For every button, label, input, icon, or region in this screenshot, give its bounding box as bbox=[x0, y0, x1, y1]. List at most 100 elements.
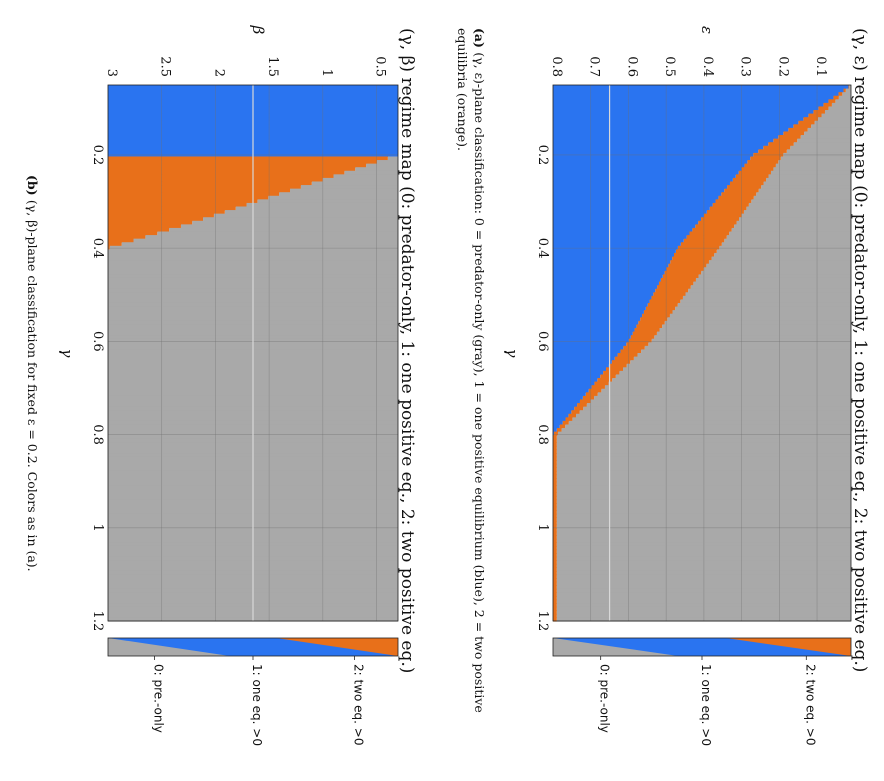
heatmap-cell-blue bbox=[553, 277, 661, 283]
heatmap-cell-gray bbox=[180, 224, 398, 229]
heatmap-cell-orange bbox=[556, 428, 562, 433]
heatmap-cell-blue bbox=[553, 399, 580, 404]
heatmap-cell-orange bbox=[634, 327, 660, 333]
colorbar-label: 2: two eq. >0 bbox=[352, 664, 366, 746]
heatmap-cell-blue bbox=[553, 124, 794, 129]
heatmap-cell-blue bbox=[553, 367, 606, 372]
colorbar-label: 1: one eq. >0 bbox=[699, 664, 713, 746]
heatmap-cell-orange bbox=[706, 210, 744, 215]
heatmap-cell-gray bbox=[695, 277, 851, 283]
heatmap-cell-gray bbox=[615, 374, 851, 379]
heatmap-cell-orange bbox=[553, 506, 557, 511]
heatmap-cell-blue bbox=[553, 88, 844, 93]
x-tick-label: 0.6 bbox=[535, 331, 550, 352]
axes-frame bbox=[552, 84, 852, 622]
x-tick-label: 0.4 bbox=[535, 238, 550, 259]
heatmap-cell-gray bbox=[780, 156, 851, 161]
heatmap-cell-gray bbox=[619, 370, 851, 376]
heatmap-cell-orange bbox=[680, 242, 722, 247]
heatmap-cell-gray bbox=[731, 227, 851, 233]
heatmap-cell-orange bbox=[712, 202, 749, 208]
heatmap-cell-orange bbox=[574, 406, 584, 411]
heatmap-cell-blue bbox=[553, 113, 809, 118]
heatmap-cell-gray bbox=[768, 174, 851, 179]
heatmap-cell-gray bbox=[604, 385, 851, 390]
heatmap-cell-orange bbox=[108, 185, 301, 190]
heatmap-cell-gray bbox=[630, 360, 851, 365]
heatmap-cell-orange bbox=[808, 113, 822, 118]
heatmap-cell-blue bbox=[553, 217, 702, 222]
heatmap-cell-orange bbox=[108, 170, 345, 175]
heatmap-cell-blue bbox=[553, 424, 560, 429]
colorbar-band-orange bbox=[725, 638, 851, 656]
heatmap-cell-orange bbox=[553, 499, 557, 504]
heatmap-cell-orange bbox=[783, 131, 805, 136]
heatmap-cell-orange bbox=[763, 145, 791, 150]
heatmap-cell-orange bbox=[553, 510, 557, 515]
heatmap-cell-orange bbox=[553, 531, 557, 536]
y-tick-label: 2.5 bbox=[158, 56, 173, 77]
heatmap-cell-blue bbox=[553, 431, 554, 436]
heatmap-cell-blue bbox=[553, 274, 663, 279]
heatmap-cell-orange bbox=[108, 210, 225, 215]
heatmap-cell-blue bbox=[553, 403, 578, 408]
heatmap-cell-orange bbox=[620, 349, 642, 354]
heatmap-cell-gray bbox=[651, 338, 851, 343]
heatmap-cell-blue bbox=[553, 192, 722, 197]
heatmap-cell-blue bbox=[553, 281, 659, 286]
heatmap-cell-gray bbox=[268, 195, 398, 200]
heatmap-cell-blue bbox=[553, 167, 742, 172]
heatmap-cell-gray bbox=[644, 345, 851, 351]
heatmap-cell-gray bbox=[701, 270, 851, 275]
heatmap-cell-blue bbox=[553, 360, 612, 365]
heatmap-cell-orange bbox=[674, 252, 715, 258]
heatmap-cell-gray bbox=[793, 142, 851, 147]
heatmap-cell-orange bbox=[666, 267, 704, 272]
heatmap-cell-orange bbox=[553, 513, 557, 518]
heatmap-cell-gray bbox=[804, 131, 851, 136]
heatmap-cell-orange bbox=[698, 220, 737, 225]
heatmap-cell-orange bbox=[553, 524, 557, 529]
heatmap-cell-orange bbox=[579, 399, 591, 404]
heatmap-cell-orange bbox=[727, 185, 762, 190]
heatmap-cell-orange bbox=[553, 449, 557, 454]
heatmap-cell-blue bbox=[553, 428, 557, 433]
heatmap-cell-orange bbox=[553, 588, 557, 594]
heatmap-cell-blue bbox=[553, 231, 690, 236]
heatmap-cell-gray bbox=[790, 145, 851, 150]
caption-text: (γ, ε)-plane classification: 0 = predato… bbox=[472, 52, 487, 713]
heatmap-cell-orange bbox=[553, 613, 557, 619]
heatmap-cell-gray bbox=[246, 202, 398, 208]
heatmap-cell-orange bbox=[642, 313, 670, 318]
heatmap-cell-orange bbox=[647, 302, 678, 308]
y-tick-label: 0.5 bbox=[373, 56, 388, 77]
heatmap-cell-orange bbox=[686, 235, 727, 240]
heatmap-cell-gray bbox=[814, 120, 851, 125]
heatmap-cell-gray bbox=[758, 188, 851, 193]
heatmap-cell-blue bbox=[553, 370, 604, 376]
heatmap-cell-orange bbox=[588, 388, 602, 393]
heatmap-cell-orange bbox=[732, 177, 767, 183]
heatmap-cell-gray bbox=[741, 213, 851, 218]
heatmap-cell-orange bbox=[718, 195, 754, 200]
heatmap-a bbox=[553, 85, 851, 622]
heatmap-cell-orange bbox=[108, 199, 258, 204]
heatmap-cell-gray bbox=[257, 199, 398, 204]
heatmap-cell-gray bbox=[693, 281, 851, 286]
heatmap-cell-gray bbox=[842, 92, 851, 97]
heatmap-cell-orange bbox=[744, 163, 776, 168]
x-tick-label: 1.2 bbox=[90, 611, 105, 632]
heatmap-cell-orange bbox=[108, 160, 377, 165]
heatmap-cell-orange bbox=[108, 167, 356, 172]
heatmap-cell-orange bbox=[636, 324, 663, 329]
heatmap-cell-orange bbox=[553, 581, 557, 586]
heatmap-cell-orange bbox=[843, 88, 846, 93]
heatmap-cell-orange bbox=[735, 174, 769, 179]
heatmap-cell-orange bbox=[553, 538, 557, 543]
heatmap-cell-orange bbox=[553, 545, 557, 551]
heatmap-cell-orange bbox=[664, 270, 702, 275]
heatmap-cell-gray bbox=[714, 252, 851, 258]
y-tick-label: 0.7 bbox=[587, 56, 602, 77]
heatmap-cell-gray bbox=[786, 149, 851, 154]
heatmap-cell-orange bbox=[833, 95, 839, 100]
